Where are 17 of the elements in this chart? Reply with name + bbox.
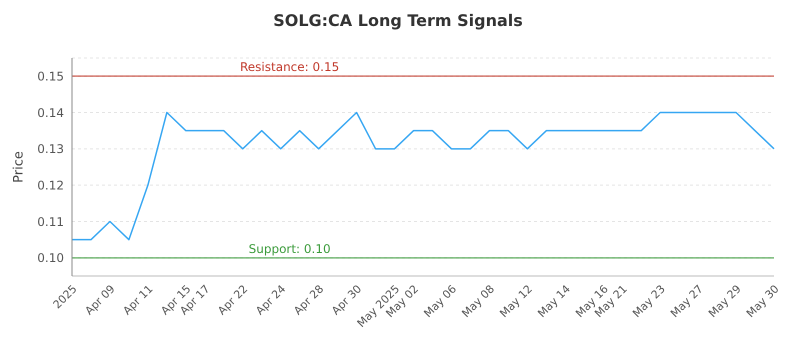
ref-line-label: Resistance: 0.15: [240, 60, 340, 74]
x-tick-label: Apr 11: [120, 282, 156, 318]
y-tick-label: 0.12: [37, 178, 64, 192]
y-tick-label: 0.15: [37, 69, 64, 84]
x-tick-label: Apr 30: [329, 282, 364, 318]
chart-title: SOLG:CA Long Term Signals: [272, 10, 524, 32]
x-tick-label: Apr 09: [82, 282, 118, 318]
line-series: [71, 112, 775, 240]
x-tick-label: Apr 24: [253, 282, 288, 318]
y-tick-label: 0.13: [37, 142, 64, 156]
y-tick-label: 0.14: [37, 106, 64, 120]
y-axis-title: Price: [12, 151, 27, 183]
x-tick-label: Apr 28: [291, 282, 326, 318]
y-tick-label: 0.11: [37, 214, 64, 229]
y-tick-label: 0.10: [37, 251, 64, 266]
ref-line-label: Support: 0.10: [248, 242, 331, 256]
x-tick-label: Apr 22: [215, 282, 250, 318]
